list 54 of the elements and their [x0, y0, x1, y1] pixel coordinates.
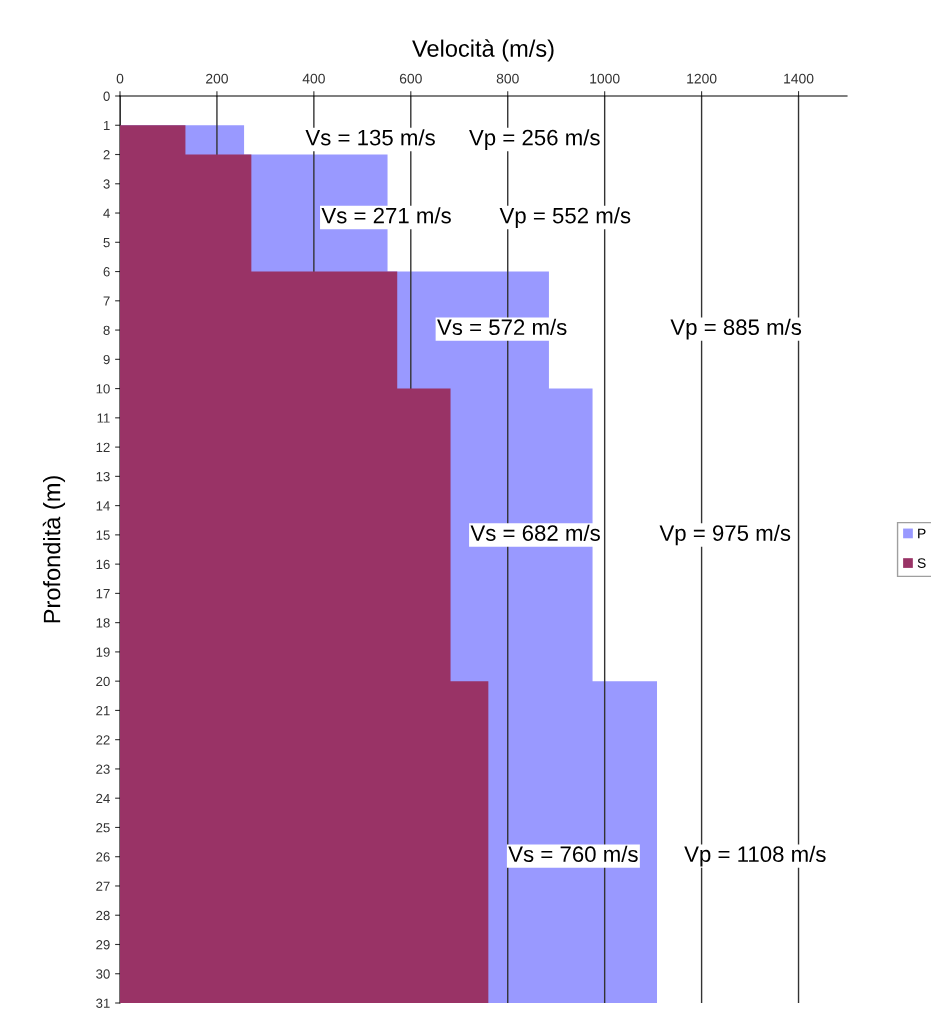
annotation: Vs = 271 m/s	[321, 207, 451, 224]
y-tick-label: 11	[97, 413, 110, 423]
y-tick-label: 15	[96, 530, 110, 540]
annotation: Vs = 572 m/s	[437, 318, 567, 336]
y-axis-title: Profondità (m)	[42, 476, 66, 623]
y-tick-label: 29	[96, 940, 110, 950]
x-tick-label: 600	[399, 73, 422, 84]
legend-label: S	[917, 558, 926, 569]
annotation: Vp = 256 m/s	[469, 129, 600, 150]
y-tick-label: 14	[96, 501, 110, 511]
y-tick-label: 26	[96, 852, 110, 862]
y-tick-label: 2	[103, 150, 110, 160]
y-tick-label: 31	[96, 998, 110, 1008]
y-tick-label: 7	[103, 296, 110, 306]
y-tick-label: 1	[103, 120, 110, 131]
annotation: Vs = 135 m/s	[305, 129, 435, 146]
y-tick-label: 6	[103, 267, 110, 277]
annotation: Vs = 760 m/s	[508, 845, 638, 863]
y-tick-label: 9	[103, 354, 110, 365]
annotation: Vp = 885 m/s	[670, 318, 802, 340]
x-tick-label: 200	[206, 73, 228, 84]
x-tick-label: 1400	[784, 73, 814, 84]
x-tick-label: 1200	[687, 73, 717, 84]
y-tick-label: 18	[96, 618, 110, 628]
y-tick-label: 23	[96, 764, 110, 774]
y-tick-label: 24	[96, 793, 110, 803]
y-tick-label: 8	[103, 325, 110, 335]
y-tick-label: 21	[96, 705, 110, 716]
x-tick-label: 0	[116, 73, 124, 84]
y-tick-label: 20	[96, 676, 110, 687]
annotation: Vp = 552 m/s	[499, 207, 631, 228]
x-tick-label: 400	[302, 73, 325, 84]
y-tick-label: 25	[96, 823, 110, 833]
y-tick-label: 3	[103, 179, 110, 189]
x-axis-title: Velocità (m/s)	[412, 39, 554, 62]
y-tick-label: 13	[96, 471, 110, 482]
x-tick-label: 800	[496, 73, 519, 84]
y-tick-label: 0	[103, 91, 110, 101]
y-tick-label: 5	[103, 237, 110, 248]
y-tick-label: 27	[96, 881, 110, 891]
y-tick-label: 30	[96, 969, 110, 979]
y-tick-label: 17	[96, 589, 110, 599]
y-tick-label: 10	[96, 384, 110, 394]
annotation: Vp = 1108 m/s	[684, 845, 826, 867]
y-tick-label: 12	[96, 442, 110, 452]
y-tick-label: 22	[96, 735, 110, 745]
annotation: Vp = 975 m/s	[659, 524, 791, 546]
y-tick-label: 28	[96, 910, 110, 921]
y-tick-label: 16	[96, 559, 110, 570]
y-tick-label: 4	[103, 208, 110, 218]
legend-label: P	[918, 528, 926, 539]
x-tick-label: 1000	[590, 73, 620, 84]
annotation: Vs = 682 m/s	[470, 524, 600, 541]
y-tick-label: 19	[96, 647, 110, 657]
